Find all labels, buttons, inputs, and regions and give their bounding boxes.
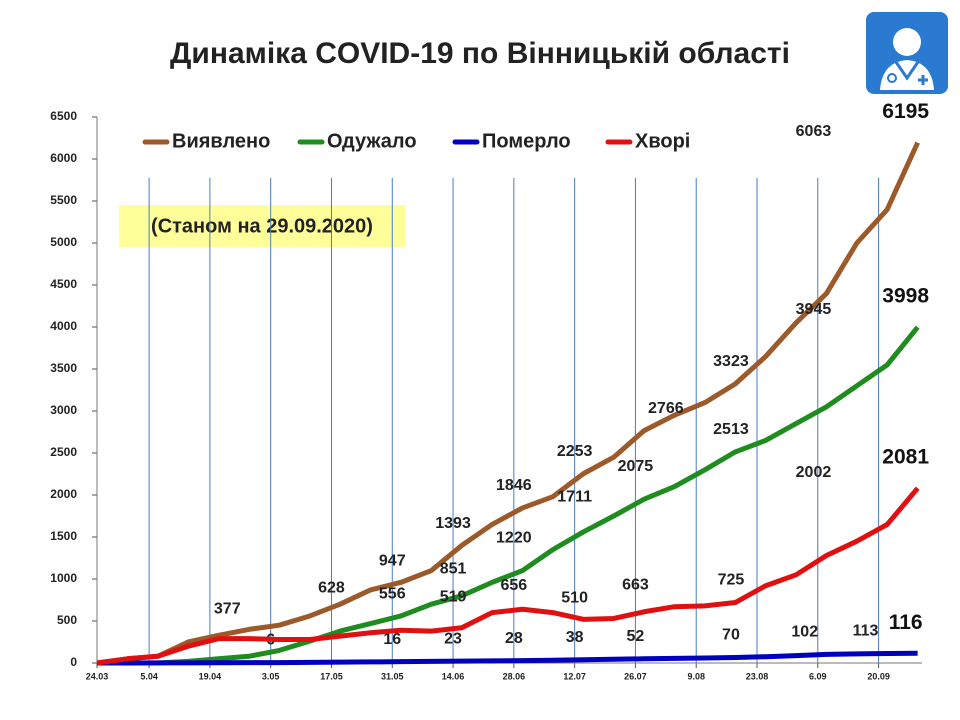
data-label: 656 <box>500 577 527 594</box>
y-tick-label: 5500 <box>50 193 77 207</box>
end-label: 3998 <box>882 285 929 308</box>
x-tick-label: 19.04 <box>199 671 222 681</box>
data-label: 510 <box>561 589 588 606</box>
legend-label: Померло <box>482 130 571 152</box>
data-label: 6063 <box>796 123 832 140</box>
y-tick-label: 500 <box>57 613 77 627</box>
data-label: 1220 <box>496 530 532 547</box>
end-label: 2081 <box>882 446 929 469</box>
data-label: 1711 <box>557 488 592 505</box>
series-line <box>97 325 920 666</box>
data-label: 947 <box>379 553 406 570</box>
x-tick-label: 6.09 <box>809 671 827 681</box>
x-tick-label: 12.07 <box>563 671 586 681</box>
y-tick-label: 3500 <box>50 361 77 375</box>
data-label: 2766 <box>648 400 684 417</box>
data-label: 3323 <box>713 353 749 370</box>
data-label: 725 <box>718 571 745 588</box>
x-tick-label: 3.05 <box>262 671 280 681</box>
x-tick-label: 28.06 <box>503 671 526 681</box>
subtitle-box <box>119 205 405 247</box>
data-label: 628 <box>318 579 345 596</box>
y-tick-label: 1500 <box>50 529 77 543</box>
legend-label: Одужало <box>327 130 417 152</box>
y-tick-label: 2000 <box>50 487 77 501</box>
series-line <box>96 486 920 666</box>
data-label: 556 <box>379 586 406 603</box>
x-tick-label: 26.07 <box>624 671 647 681</box>
data-label: 113 <box>853 623 879 640</box>
y-tick-label: 3000 <box>50 403 77 417</box>
x-tick-label: 14.06 <box>442 671 465 681</box>
data-label: 1393 <box>435 515 471 532</box>
x-tick-label: 20.09 <box>867 671 890 681</box>
data-label: 2075 <box>618 458 654 475</box>
data-label: 851 <box>440 561 467 578</box>
end-label: 6195 <box>882 100 929 123</box>
x-tick-label: 5.04 <box>140 671 158 681</box>
x-tick-label: 23.08 <box>746 671 769 681</box>
data-label: 102 <box>791 624 818 641</box>
x-tick-label: 24.03 <box>86 671 109 681</box>
y-tick-label: 2500 <box>50 445 77 459</box>
data-label: 2513 <box>713 421 749 438</box>
legend-label: Хворі <box>635 130 690 152</box>
y-tick-label: 1000 <box>50 571 77 585</box>
series-line <box>96 141 920 666</box>
data-label: 38 <box>566 629 584 646</box>
data-label: 1846 <box>496 477 532 494</box>
data-label: 2253 <box>557 443 593 460</box>
end-label: 116 <box>889 611 923 634</box>
legend-label: Виявлено <box>172 130 270 152</box>
series-line <box>97 650 918 666</box>
data-label: 23 <box>444 630 462 647</box>
y-tick-label: 5000 <box>50 235 77 249</box>
data-label: 3945 <box>796 301 832 318</box>
x-tick-label: 31.05 <box>381 671 404 681</box>
data-label: 2002 <box>796 464 832 481</box>
y-tick-label: 6500 <box>50 109 77 123</box>
y-tick-label: 4000 <box>50 319 77 333</box>
data-label: 16 <box>383 631 401 648</box>
data-label: 377 <box>214 601 241 618</box>
chart-title: Динаміка COVID-19 по Вінницькій області <box>170 37 790 70</box>
data-label: 663 <box>622 577 649 594</box>
data-label: 52 <box>627 628 645 645</box>
data-label: 28 <box>505 630 523 647</box>
y-tick-label: 4500 <box>50 277 77 291</box>
data-label: 519 <box>440 589 467 606</box>
x-tick-label: 9.08 <box>687 671 705 681</box>
subtitle: (Станом на 29.09.2020) <box>151 215 373 237</box>
x-tick-label: 17.05 <box>320 671 343 681</box>
y-tick-label: 0 <box>70 655 77 669</box>
doctor-icon <box>866 12 948 94</box>
data-label: 70 <box>722 626 740 643</box>
y-tick-label: 6000 <box>50 151 77 165</box>
